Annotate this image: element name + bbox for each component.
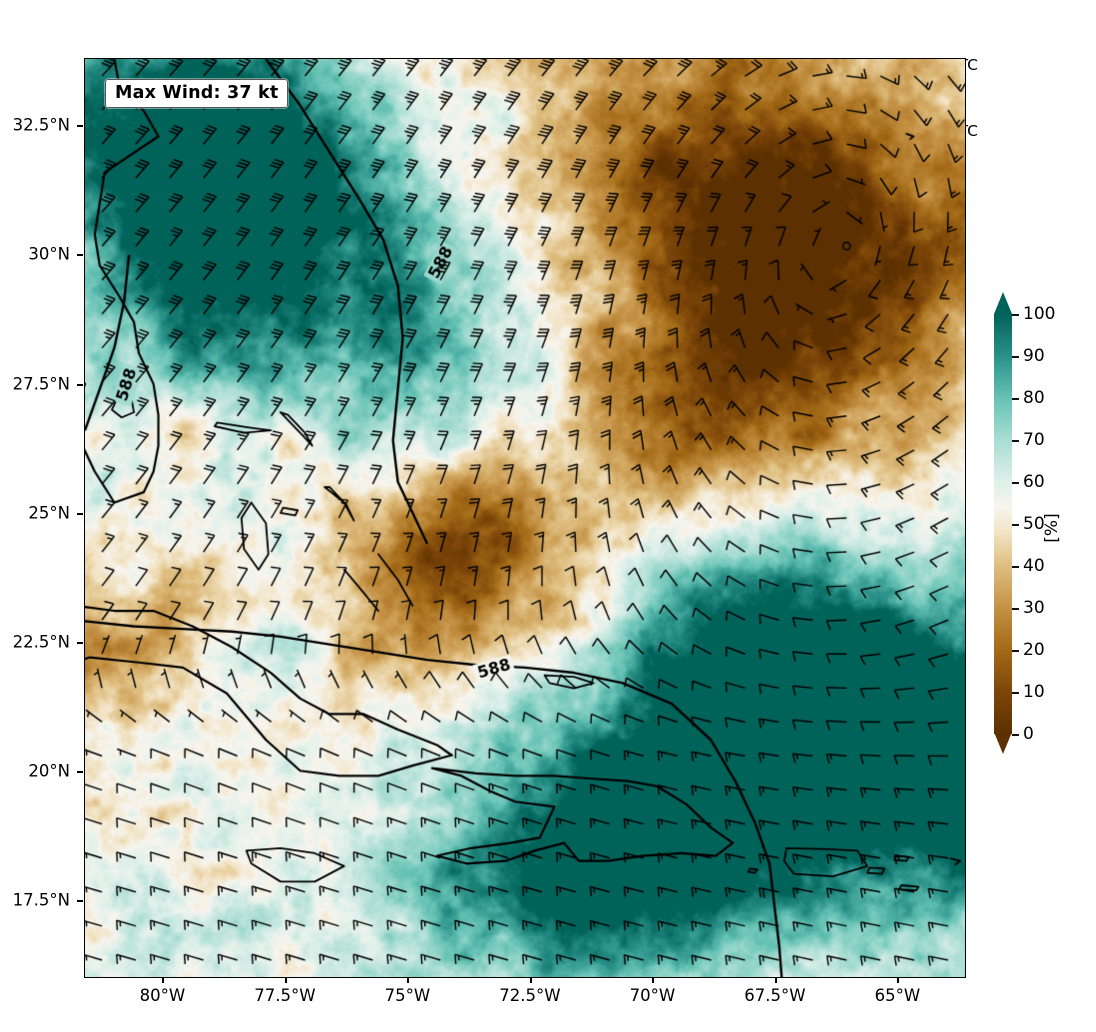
colorbar-tick-label: 10 xyxy=(1023,682,1045,702)
y-tick-label: 20°N xyxy=(28,761,70,781)
colorbar-tick-label: 90 xyxy=(1023,346,1045,366)
colorbar-extend-max-arrow xyxy=(994,292,1012,314)
x-tick-label: 77.5°W xyxy=(254,986,316,1005)
x-tick xyxy=(529,978,532,983)
colorbar-tick xyxy=(1012,650,1019,652)
colorbar-tick xyxy=(1012,734,1019,736)
colorbar-tick-label: 100 xyxy=(1023,304,1056,324)
colorbar-tick-label: 80 xyxy=(1023,388,1045,408)
colorbar-tick xyxy=(1012,440,1019,442)
colorbar-tick xyxy=(1012,398,1019,400)
max-wind-annotation: Max Wind: 37 kt xyxy=(105,79,289,108)
x-tick xyxy=(284,978,287,983)
x-tick-label: 72.5°W xyxy=(499,986,561,1005)
colorbar-units-label: [%] xyxy=(1042,513,1062,543)
colorbar-tick-label: 20 xyxy=(1023,640,1045,660)
colorbar-tick-label: 60 xyxy=(1023,472,1045,492)
y-tick-label: 22.5°N xyxy=(12,632,70,652)
colorbar-extend-min-arrow xyxy=(994,732,1012,754)
y-tick xyxy=(77,254,83,257)
y-tick xyxy=(77,383,83,386)
colorbar-tick-label: 30 xyxy=(1023,598,1045,618)
colorbar-tick-label: 70 xyxy=(1023,430,1045,450)
x-tick xyxy=(652,978,655,983)
y-tick-label: 17.5°N xyxy=(12,890,70,910)
colorbar-tick-label: 50 xyxy=(1023,514,1045,534)
colorbar-tick xyxy=(1012,608,1019,610)
y-tick xyxy=(77,771,83,774)
y-tick-label: 27.5°N xyxy=(12,374,70,394)
y-tick xyxy=(77,642,83,645)
colorbar[interactable]: 0 10 20 30 40 50 60 70 80 90 100 xyxy=(994,292,1055,754)
x-tick-label: 67.5°W xyxy=(744,986,806,1005)
x-tick-label: 80°W xyxy=(139,986,186,1005)
x-tick-label: 75°W xyxy=(384,986,431,1005)
colorbar-tick-label: 40 xyxy=(1023,556,1045,576)
colorbar-tick-label: 0 xyxy=(1023,724,1034,744)
colorbar-tick xyxy=(1012,524,1019,526)
x-tick-label: 65°W xyxy=(874,986,921,1005)
y-tick xyxy=(77,125,83,128)
colorbar-tick xyxy=(1012,482,1019,484)
x-tick xyxy=(774,978,777,983)
y-tick-label: 25°N xyxy=(28,503,70,523)
y-tick xyxy=(77,900,83,903)
x-tick xyxy=(162,978,165,983)
y-tick-label: 32.5°N xyxy=(12,115,70,135)
colorbar-tick xyxy=(1012,692,1019,694)
y-tick xyxy=(77,512,83,515)
colorbar-tick xyxy=(1012,314,1019,316)
colorbar-tick xyxy=(1012,356,1019,358)
colorbar-tick xyxy=(1012,566,1019,568)
humidity-wind-map-canvas xyxy=(85,59,965,977)
y-tick-label: 30°N xyxy=(28,244,70,264)
x-tick xyxy=(407,978,410,983)
colorbar-gradient xyxy=(994,314,1012,734)
map-plot-area[interactable]: Max Wind: 37 kt xyxy=(84,58,966,978)
x-tick xyxy=(897,978,900,983)
x-tick-label: 70°W xyxy=(629,986,676,1005)
